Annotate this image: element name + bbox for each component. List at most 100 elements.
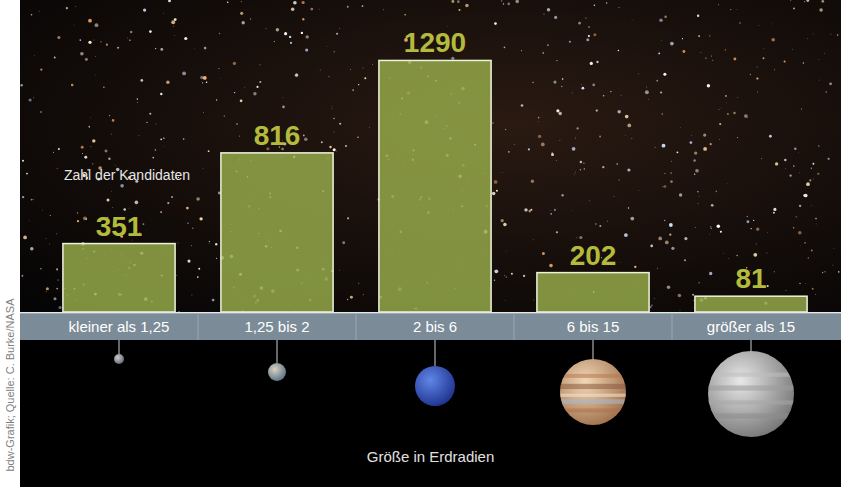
x-tick-label: 2 bis 6 (413, 318, 457, 335)
star (160, 138, 162, 140)
star (347, 6, 349, 8)
star (698, 195, 700, 197)
star (580, 161, 583, 164)
star (40, 111, 42, 113)
star (798, 231, 802, 235)
star (494, 269, 498, 273)
star (521, 50, 522, 51)
star (362, 5, 364, 7)
star (58, 148, 60, 150)
star (572, 147, 576, 151)
star (282, 106, 285, 109)
star (303, 135, 305, 137)
star (528, 148, 530, 150)
star (794, 147, 797, 150)
star (339, 123, 341, 125)
star (501, 171, 503, 173)
star (624, 233, 628, 237)
star (551, 153, 554, 156)
bar (537, 273, 649, 312)
star (187, 260, 190, 263)
star (684, 237, 687, 240)
star (725, 49, 726, 50)
star (775, 162, 778, 165)
star (799, 245, 801, 247)
star (138, 135, 140, 137)
stripe (708, 385, 794, 390)
star (240, 12, 243, 15)
star (715, 191, 717, 193)
star (682, 50, 685, 53)
star (244, 87, 246, 89)
x-axis-title: Größe in Erdradien (367, 448, 495, 465)
star (580, 169, 582, 171)
star (404, 14, 405, 15)
star (240, 99, 243, 102)
star (593, 33, 596, 36)
stripe (560, 399, 626, 404)
star (838, 271, 840, 273)
star (537, 121, 539, 123)
star (318, 8, 320, 10)
star (26, 173, 28, 175)
star (588, 26, 590, 28)
star (23, 236, 27, 240)
star (112, 207, 114, 209)
star (658, 53, 660, 55)
stripe (708, 413, 794, 418)
star (533, 299, 535, 301)
star (550, 213, 552, 215)
star (46, 287, 49, 290)
x-tick-label: kleiner als 1,25 (69, 318, 170, 335)
star (333, 118, 334, 119)
star (708, 233, 710, 235)
star (274, 41, 275, 42)
star (680, 127, 682, 129)
star (627, 168, 630, 171)
star (720, 231, 722, 233)
star (656, 267, 658, 269)
star (596, 109, 598, 111)
star (703, 133, 706, 136)
star (501, 0, 502, 1)
star (173, 26, 174, 27)
star (833, 248, 835, 250)
star (634, 266, 636, 268)
star (49, 243, 51, 245)
planet-stripes (560, 374, 626, 413)
star (511, 273, 513, 275)
star (747, 216, 748, 217)
star (383, 9, 385, 11)
star (817, 173, 819, 175)
star (329, 146, 331, 148)
star (339, 269, 341, 271)
star (184, 37, 187, 40)
star (711, 55, 712, 56)
star (128, 207, 130, 209)
star (200, 76, 203, 79)
star (761, 158, 762, 159)
star (57, 36, 60, 39)
star (86, 218, 88, 220)
star (682, 38, 683, 39)
star (569, 41, 571, 43)
star (149, 113, 151, 115)
star (819, 8, 823, 12)
star (616, 163, 618, 165)
star (811, 250, 813, 252)
star (293, 1, 297, 5)
star (358, 283, 359, 284)
star (135, 201, 139, 205)
star (492, 192, 495, 195)
star (84, 156, 87, 159)
star (542, 252, 545, 255)
star (554, 16, 557, 19)
star (530, 209, 532, 211)
star (631, 137, 633, 139)
star (753, 220, 754, 221)
star (50, 215, 51, 216)
star (342, 241, 345, 244)
star (549, 264, 553, 268)
star (208, 243, 210, 245)
planet (268, 363, 286, 381)
